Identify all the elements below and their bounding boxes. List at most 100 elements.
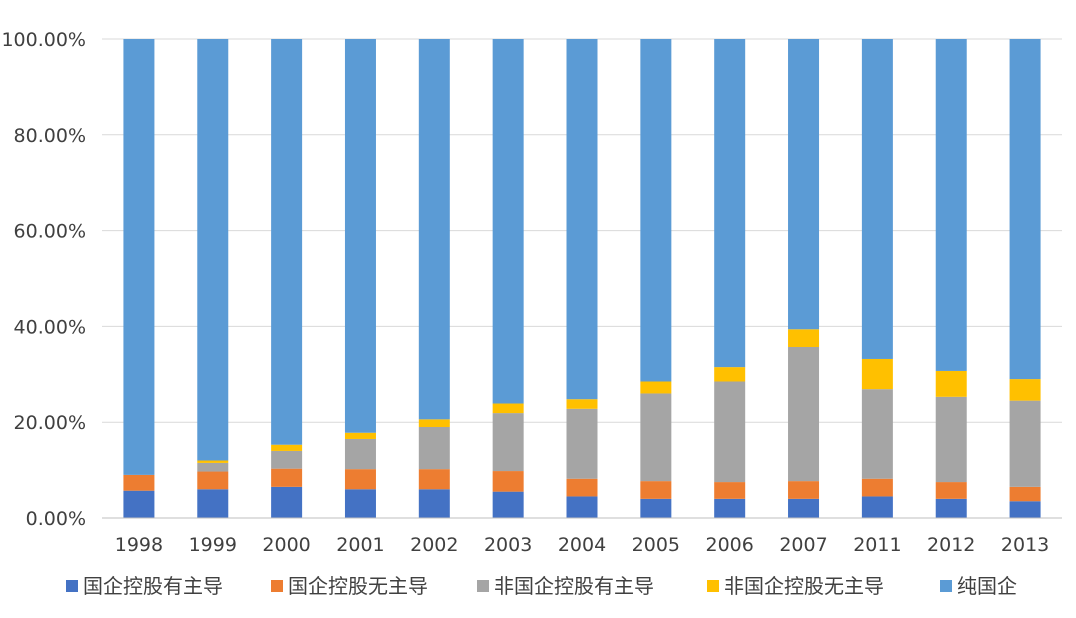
x-tick-label: 2004 (558, 534, 606, 556)
bar-segment (640, 381, 672, 394)
x-tick-label: 2002 (410, 534, 458, 556)
y-tick-label: 0.00% (26, 508, 86, 530)
bar-segment (492, 39, 524, 404)
x-tick-label: 1999 (189, 534, 237, 556)
bar-segment (1009, 400, 1041, 487)
x-tick-label: 1998 (115, 534, 163, 556)
bar-segment (640, 498, 672, 518)
bar-segment (418, 419, 450, 427)
bar-segment (344, 489, 376, 518)
x-tick-label: 2001 (336, 534, 384, 556)
legend-swatch (477, 580, 489, 592)
legend-item: 非国企控股有主导 (477, 574, 654, 598)
legend-item: 国企控股无主导 (271, 574, 428, 598)
legend-item: 国企控股有主导 (66, 574, 223, 598)
bar-segment (271, 39, 303, 445)
bar-segment (123, 39, 155, 475)
bar-segment (197, 39, 229, 461)
bar-segment (418, 426, 450, 470)
bar-segment (123, 474, 155, 491)
bar-segment (418, 39, 450, 420)
bar-segment (197, 460, 229, 463)
bar-segment (418, 469, 450, 490)
bar-segment (1009, 379, 1041, 401)
legend-label: 国企控股有主导 (83, 574, 223, 598)
legend-swatch (66, 580, 78, 592)
bar-segment (714, 39, 746, 368)
bar-segment (714, 381, 746, 483)
bar-segment (640, 393, 672, 482)
bar-segment (861, 478, 893, 497)
bar-segment (492, 413, 524, 472)
bar-segment (344, 469, 376, 490)
legend: 国企控股有主导 国企控股无主导 非国企控股有主导 非国企控股无主导 纯国企 (66, 574, 1017, 598)
legend-label: 非国企控股有主导 (494, 574, 654, 598)
x-tick-label: 2011 (853, 534, 901, 556)
bar-segment (788, 498, 820, 518)
bar-segment (640, 481, 672, 499)
bar-segment (788, 39, 820, 330)
x-axis-labels: 1998 1999 2000 2001 2002 2003 2004 2005 2006 2007… (115, 534, 1050, 556)
bar-segment (197, 462, 229, 472)
bar-segment (271, 450, 303, 469)
bar-segment (344, 438, 376, 470)
x-tick-label: 2000 (262, 534, 310, 556)
y-axis-labels: 0.00% 20.00% 40.00% 60.00% 80.00% 100.00% (1, 29, 86, 530)
bar-segment (566, 478, 598, 497)
bar-segment (566, 408, 598, 479)
y-tick-label: 100.00% (1, 29, 86, 51)
x-tick-label: 2005 (632, 534, 680, 556)
bar-segment (1009, 486, 1041, 502)
x-tick-label: 2007 (779, 534, 827, 556)
bar-segment (861, 389, 893, 479)
bar-segment (714, 498, 746, 518)
legend-item: 纯国企 (940, 574, 1017, 598)
legend-item: 非国企控股无主导 (707, 574, 884, 598)
bar-segment (1009, 39, 1041, 380)
legend-swatch (707, 580, 719, 592)
bar-segment (861, 39, 893, 359)
bar-segment (935, 39, 967, 371)
bar-segment (861, 496, 893, 518)
legend-swatch (940, 580, 952, 592)
bar-segment (566, 496, 598, 518)
bar-segment (197, 489, 229, 518)
bar-segment (197, 471, 229, 490)
bar-segment (123, 490, 155, 518)
bar-segment (492, 491, 524, 518)
bar-segment (492, 403, 524, 414)
x-tick-label: 2006 (706, 534, 754, 556)
bar-segment (566, 39, 598, 400)
bar-segment (271, 468, 303, 487)
bar-segment (861, 358, 893, 390)
bar-segment (271, 444, 303, 451)
legend-label: 非国企控股无主导 (724, 574, 884, 598)
bar-segment (566, 399, 598, 409)
bar-segment (935, 396, 967, 483)
bar-segment (492, 471, 524, 492)
y-tick-label: 40.00% (14, 316, 86, 338)
bar-segment (714, 367, 746, 382)
bar-segment (788, 481, 820, 499)
legend-label: 国企控股无主导 (288, 574, 428, 598)
bar-segment (640, 39, 672, 382)
bar-segment (788, 329, 820, 347)
bar-segment (714, 482, 746, 499)
bar-segment (344, 432, 376, 439)
bars (123, 39, 1041, 518)
bar-segment (271, 486, 303, 518)
bar-segment (344, 39, 376, 433)
bar-segment (1009, 501, 1041, 518)
y-tick-label: 20.00% (14, 412, 86, 434)
x-tick-label: 2013 (1001, 534, 1049, 556)
x-tick-label: 2012 (927, 534, 975, 556)
x-tick-label: 2003 (484, 534, 532, 556)
bar-segment (935, 370, 967, 397)
legend-label: 纯国企 (957, 574, 1017, 598)
bar-segment (935, 498, 967, 518)
legend-swatch (271, 580, 283, 592)
bar-segment (935, 482, 967, 499)
y-tick-label: 80.00% (14, 125, 86, 147)
